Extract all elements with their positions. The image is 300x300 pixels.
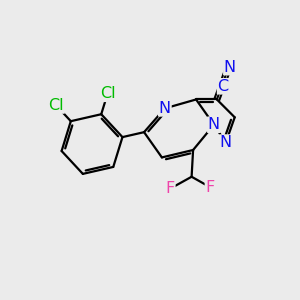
Text: N: N [208, 117, 220, 132]
Text: F: F [166, 181, 175, 196]
Text: Cl: Cl [48, 98, 64, 113]
Text: N: N [159, 101, 171, 116]
Text: N: N [220, 135, 232, 150]
Text: N: N [224, 60, 236, 75]
Text: C: C [218, 79, 229, 94]
Text: Cl: Cl [100, 86, 115, 101]
Text: F: F [206, 180, 215, 195]
